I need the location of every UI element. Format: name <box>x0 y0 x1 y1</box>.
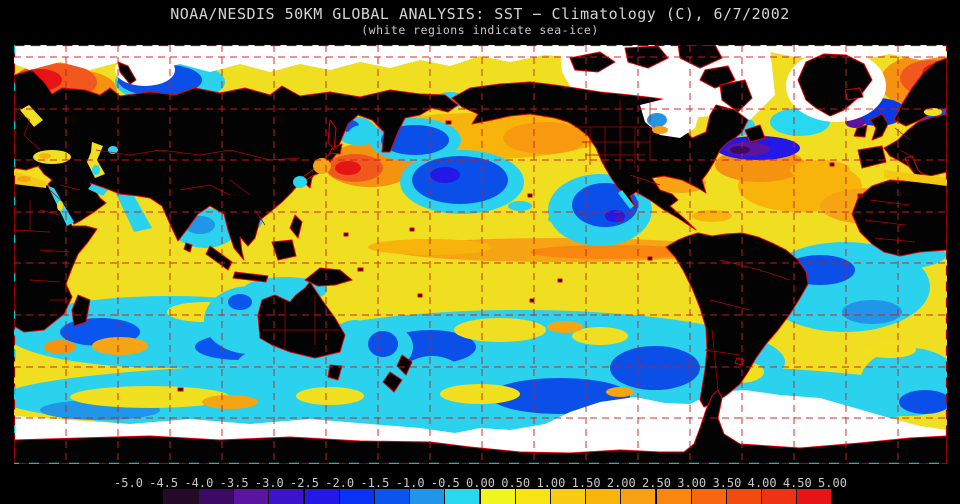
colorbar-cell <box>410 489 446 504</box>
land-new-zealand <box>396 354 413 376</box>
land-iceland <box>844 87 864 101</box>
country-borders <box>14 98 916 391</box>
colorbar-cell <box>762 489 798 504</box>
map-frame <box>14 45 947 464</box>
land-new-guinea <box>304 267 353 287</box>
colorbar-tick-label: 3.50 <box>712 476 742 490</box>
colorbar-cell <box>656 489 692 504</box>
colorbar-tick-label: 0.00 <box>466 476 495 490</box>
colorbar-tick-label: -0.5 <box>430 476 460 490</box>
graticule <box>14 45 947 464</box>
colorbar-cell <box>234 489 270 504</box>
colorbar-cell <box>586 489 622 504</box>
colorbar-tick-label: 4.50 <box>782 476 812 490</box>
colorbar-cell <box>374 489 411 504</box>
colorbar-tick-label: 0.50 <box>501 476 531 490</box>
land-eurasia <box>14 69 459 261</box>
world-anomaly-map <box>14 45 947 464</box>
land-java <box>232 271 269 283</box>
colorbar-cell <box>269 489 305 504</box>
colorbar-tick-label: -4.0 <box>184 476 214 490</box>
colorbar-tick-label: 3.00 <box>677 476 707 490</box>
colorbar-tick-label: -3.0 <box>254 476 284 490</box>
colorbar-cell <box>339 489 375 504</box>
land-australia <box>257 281 346 359</box>
colorbar-tick-label: -1.0 <box>395 476 425 490</box>
land-south-america <box>665 232 809 408</box>
land-greenland <box>797 53 873 117</box>
colorbar-tick-label: -2.0 <box>325 476 355 490</box>
land-iberia <box>857 145 887 169</box>
colorbar-cell <box>515 489 551 504</box>
land-madagascar <box>71 294 91 327</box>
land-borneo <box>271 239 297 261</box>
colorbar-tick-label: 1.50 <box>571 476 601 490</box>
colorbar-cell <box>550 489 587 504</box>
colorbar-tick-label: 5.00 <box>818 476 847 490</box>
colorbar-cell <box>480 489 516 504</box>
land-philippines <box>289 214 303 239</box>
colorbar-tick-label: 1.00 <box>536 476 566 490</box>
colorbar-tick-label: 2.00 <box>606 476 636 490</box>
land-newfoundland <box>744 124 766 143</box>
colorbar-tick-label: -4.5 <box>149 476 179 490</box>
plot-title: NOAA/NESDIS 50KM GLOBAL ANALYSIS: SST − … <box>170 5 790 23</box>
plot-subtitle: (white regions indicate sea-ice) <box>361 23 599 37</box>
land-ireland <box>853 124 868 138</box>
colorbar-cell <box>198 489 235 504</box>
colorbar-cell <box>797 489 833 504</box>
colorbar-tick-label: -5.0 <box>114 476 143 490</box>
colorbar-tick-label: -2.5 <box>290 476 319 490</box>
colorbar-cell <box>163 489 199 504</box>
land-sumatra <box>205 245 233 271</box>
land-tasmania <box>327 364 343 381</box>
colorbar-tick-label: 2.50 <box>642 476 671 490</box>
colorbar-cell <box>128 489 164 504</box>
colorbar-cell <box>726 489 763 504</box>
colorbar-tick-label: 4.00 <box>747 476 777 490</box>
colorbar-cell <box>621 489 657 504</box>
colorbar-tick-label: -3.5 <box>219 476 249 490</box>
land-uk <box>869 113 889 141</box>
land-sri-lanka <box>183 242 193 253</box>
colorbar-cell <box>691 489 727 504</box>
colorbar-cell <box>445 489 481 504</box>
land-layer <box>14 45 947 464</box>
colorbar-tick-label: -1.5 <box>360 476 390 490</box>
land-antarctica <box>14 389 947 464</box>
colorbar-cell <box>304 489 340 504</box>
